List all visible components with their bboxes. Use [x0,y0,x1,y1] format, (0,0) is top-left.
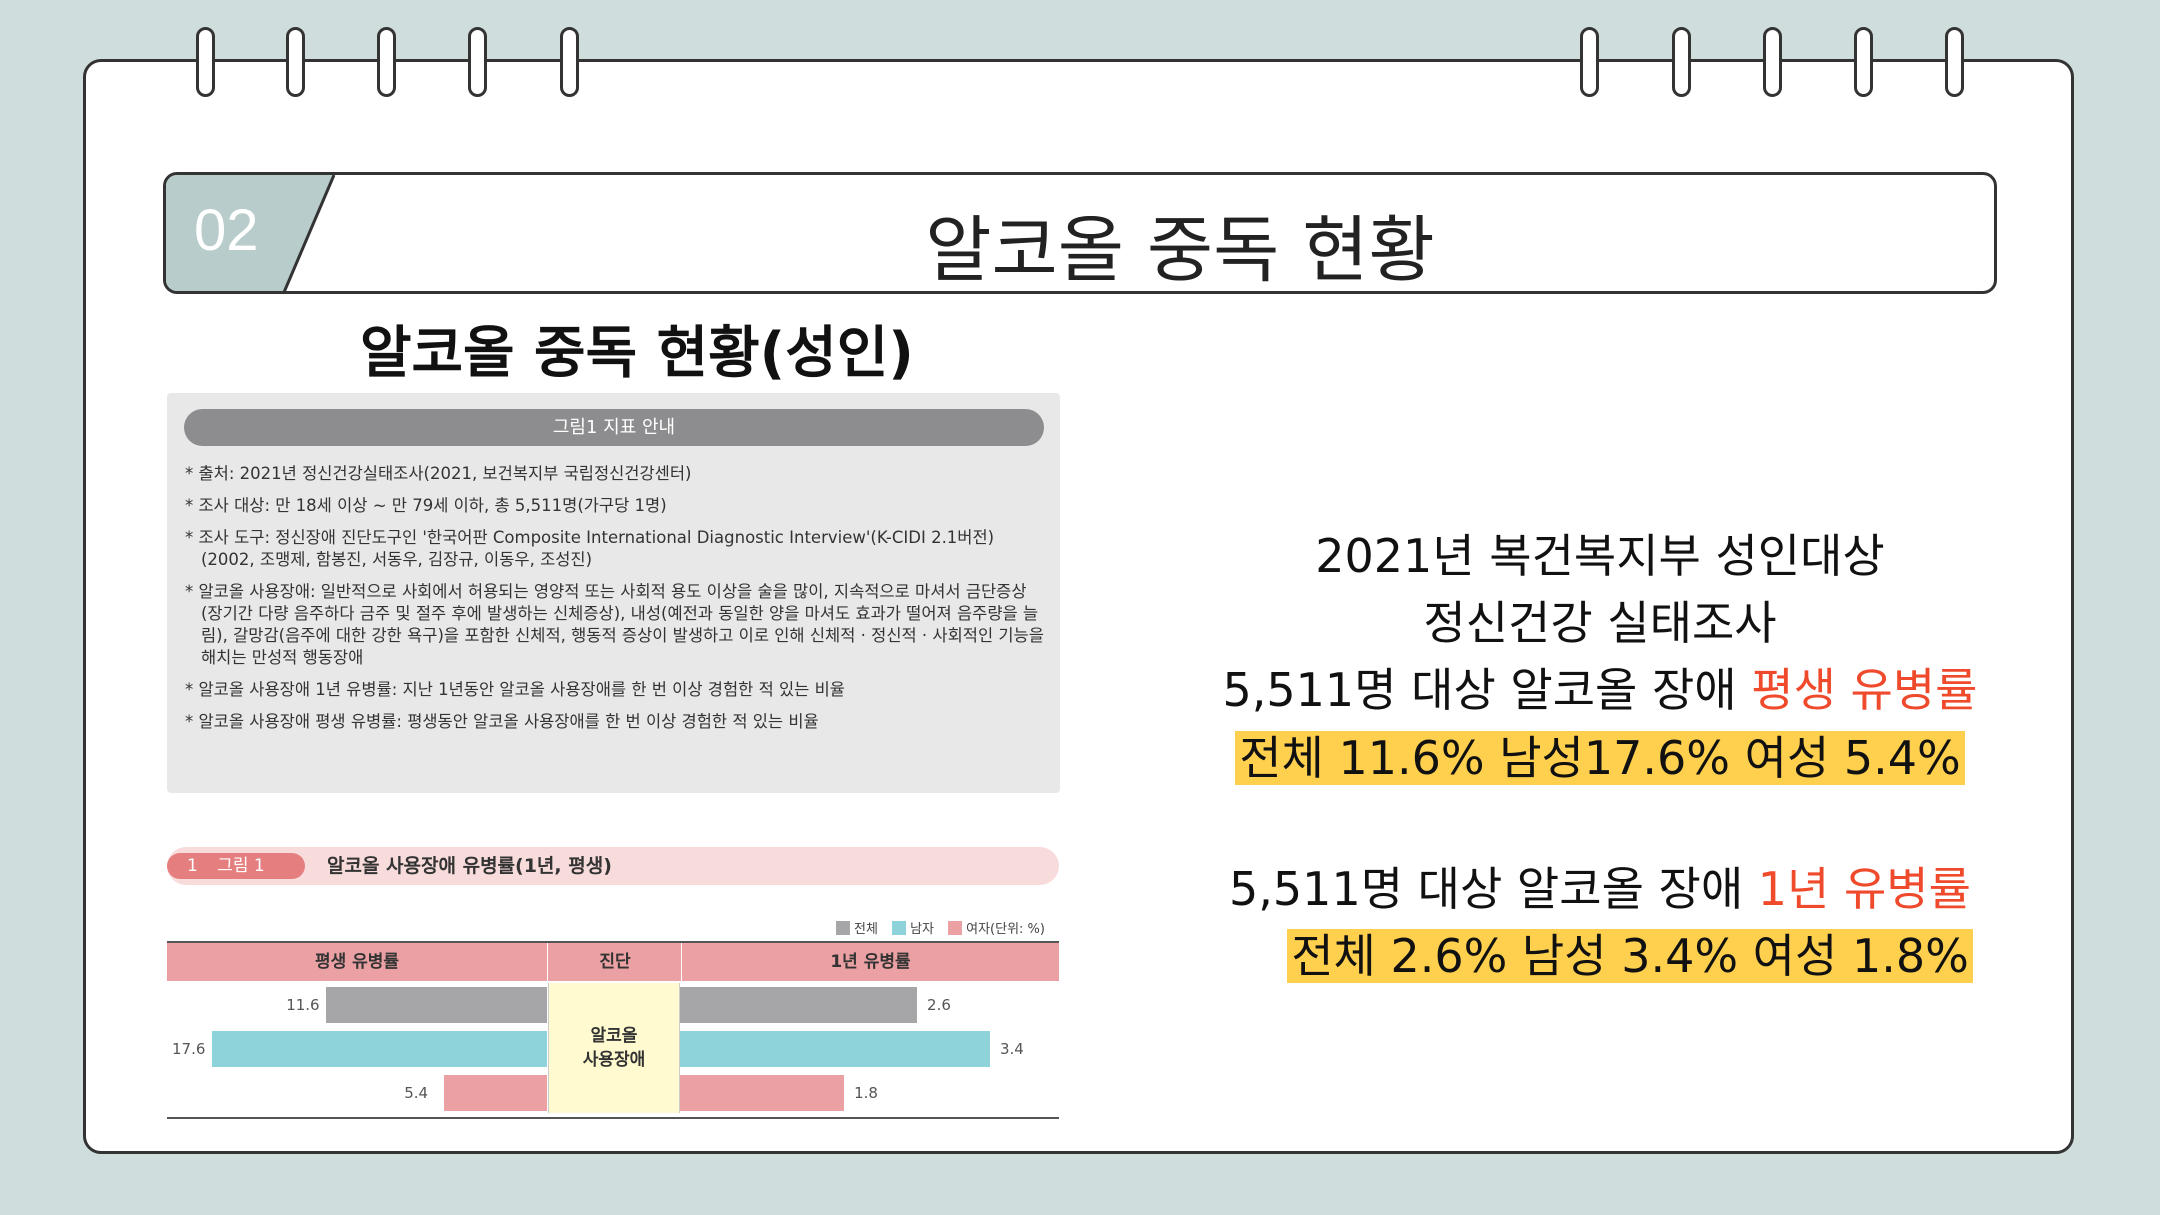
panel-line-5: 5,511명 대상 알코올 장애 1년 유병률 [1200,853,2000,919]
panel-line-4: 전체 11.6% 남성17.6% 여성 5.4% [1200,722,2000,788]
one-year-value-label: 3.4 [1000,1040,1024,1058]
subtitle: 알코올 중독 현황(성인) [360,321,914,386]
panel-line-5-prefix: 5,511명 대상 알코올 장애 [1229,862,1758,916]
panel-line-1: 2021년 복건복지부 성인대상 [1315,529,1885,583]
one-year-bar [680,1031,990,1067]
binder-ring [377,27,396,97]
binder-ring [1945,27,1964,97]
col-diagnosis: 진단 [599,952,631,972]
panel-line-2: 정신건강 실태조사 [1423,596,1777,650]
panel-line-6: 전체 2.6% 남성 3.4% 여성 1.8% [1230,920,2030,986]
panel-line-5-highlight: 1년 유병률 [1757,862,1971,916]
info-line: * 알코올 사용장애: 일반적으로 사회에서 허용되는 영양적 또는 사회적 용… [185,582,1044,667]
chart-title: 알코올 사용장애 유병률(1년, 평생) [327,855,612,877]
col-divider [547,943,548,981]
section-number: 02 [194,198,259,263]
info-line: * 알코올 사용장애 1년 유병률: 지난 1년동안 알코올 사용장애를 한 번… [185,680,845,699]
binder-ring [1672,27,1691,97]
legend-label: 여자(단위: %) [966,922,1045,937]
chart-number: 1 [187,856,198,876]
chart-label-pill: 1 그림 1 [167,853,305,879]
legend-label: 남자 [910,922,934,937]
legend-swatch [892,921,907,935]
legend-label: 전체 [854,922,878,937]
info-line: * 출처: 2021년 정신건강실태조사(2021, 보건복지부 국립정신건강센… [185,464,692,483]
info-box: 그림1 지표 안내 * 출처: 2021년 정신건강실태조사(2021, 보건복… [167,393,1060,793]
page-title: 알코올 중독 현황 [925,208,1435,292]
lifetime-value-label: 17.6 [172,1040,206,1058]
chart-bottom-rule [167,1117,1059,1119]
binder-ring [1854,27,1873,97]
binder-ring [560,27,579,97]
one-year-bar [680,987,918,1023]
info-line: * 조사 도구: 정신장애 진단도구인 '한국어판 Composite Inte… [185,528,995,569]
info-heading: 그림1 지표 안내 [184,409,1044,446]
diagnosis-cell: 알코올 사용장애 [548,983,680,1113]
info-lines: * 출처: 2021년 정신건강실태조사(2021, 보건복지부 국립정신건강센… [185,463,1045,743]
binder-ring [1763,27,1782,97]
chart-table-header: 평생 유병률 진단 1년 유병률 [167,941,1059,981]
panel-line-3-highlight: 평생 유병률 [1751,663,1978,717]
binder-ring [196,27,215,97]
chart-legend: 전체 남자 여자(단위: %) [826,918,1045,937]
info-line: * 알코올 사용장애 평생 유병률: 평생동안 알코올 사용장애를 한 번 이상… [185,712,819,731]
section-header: 02 알코올 중독 현황 [163,172,1997,294]
panel-line-3-prefix: 5,511명 대상 알코올 장애 [1222,663,1752,717]
one-year-bar [680,1075,845,1111]
one-year-value-label: 2.6 [927,996,951,1014]
lifetime-value-label: 11.6 [286,996,320,1014]
binder-ring [468,27,487,97]
one-year-stats: 전체 2.6% 남성 3.4% 여성 1.8% [1287,929,1973,983]
binder-ring [286,27,305,97]
panel-line-3: 5,511명 대상 알코올 장애 평생 유병률 [1200,654,2000,720]
col-lifetime: 평생 유병률 [314,952,400,972]
lifetime-value-label: 5.4 [404,1084,429,1102]
binder-ring [1580,27,1599,97]
section-badge [166,175,336,291]
lifetime-bar [212,1031,547,1067]
lifetime-bar [326,987,547,1023]
lifetime-stats: 전체 11.6% 남성17.6% 여성 5.4% [1235,731,1965,785]
lifetime-bar [444,1075,547,1111]
diagnosis-label: 알코올 사용장애 [582,1026,646,1070]
col-one-year: 1년 유병률 [830,952,911,972]
chart-label: 그림 1 [217,856,265,876]
legend-swatch [836,921,850,935]
info-line: * 조사 대상: 만 18세 이상 ~ 만 79세 이하, 총 5,511명(가… [185,496,667,515]
col-divider [681,943,682,981]
one-year-value-label: 1.8 [854,1084,878,1102]
legend-swatch [948,921,963,935]
chart-header: 1 그림 1 알코올 사용장애 유병률(1년, 평생) [167,847,1059,885]
